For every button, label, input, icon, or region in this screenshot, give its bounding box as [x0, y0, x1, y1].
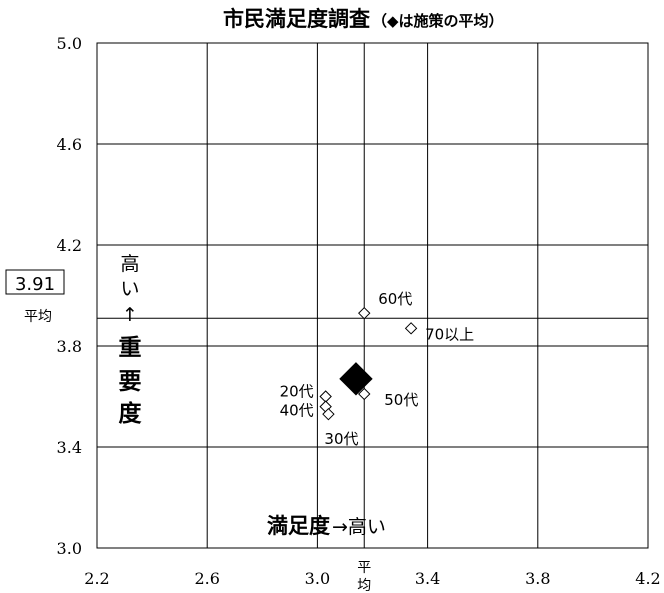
data-point-marker — [404, 322, 418, 335]
x-axis-tick-labels: 2.2 2.6 3.0 3.4 3.8 4.2 — [84, 569, 660, 588]
data-point-label: 30代 — [324, 430, 358, 448]
x-average-label: 平均 — [357, 560, 371, 593]
average-lines — [97, 43, 648, 548]
y-tick-label: 3.4 — [57, 438, 82, 457]
plot-area — [96, 42, 649, 549]
data-point-marker — [358, 387, 371, 401]
data-point-label: 60代 — [378, 290, 412, 308]
data-point-label: 40代 — [280, 402, 314, 420]
chart-title: 市民満足度調査 — [223, 7, 370, 31]
y-average-label: 平均 — [24, 309, 52, 325]
x-average-label-char: 均 — [357, 578, 371, 593]
x-annotation-bold: 満足度 — [267, 514, 330, 538]
y-tick-label: 5.0 — [57, 34, 82, 53]
x-tick-label: 3.4 — [415, 569, 440, 588]
x-tick-label: 4.2 — [635, 569, 660, 588]
y-annotation-char: 重 — [119, 335, 142, 361]
y-tick-label: 3.8 — [57, 337, 82, 356]
y-annotation-char: 要 — [119, 369, 142, 395]
data-point-marker — [358, 306, 371, 320]
y-axis-annotation: 高い ↑ 重要度 — [119, 253, 143, 427]
y-annotation-char: 度 — [119, 400, 143, 427]
x-axis-annotation: 満足度 →高い — [267, 514, 386, 538]
data-point-label: 70以上 — [425, 325, 474, 343]
x-tick-label: 3.0 — [305, 569, 330, 588]
average-point-marker — [339, 362, 373, 396]
y-average-value: 3.91 — [15, 274, 55, 295]
y-annotation-char: い — [120, 278, 139, 300]
x-average-label-char: 平 — [357, 560, 371, 576]
data-point-label: 50代 — [384, 391, 418, 409]
chart-subtitle: （◆は施策の平均） — [372, 12, 504, 30]
x-tick-label: 2.6 — [194, 569, 219, 588]
y-tick-label: 3.0 — [57, 539, 82, 558]
y-annotation-char: 高 — [120, 253, 139, 275]
y-axis-tick-labels: 5.0 4.6 4.2 3.8 3.4 3.0 — [57, 34, 82, 558]
y-average-box: 3.91 — [5, 269, 65, 295]
data-point-label: 20代 — [280, 383, 314, 401]
gridlines — [97, 43, 648, 548]
y-tick-label: 4.6 — [57, 135, 82, 154]
x-tick-label: 3.8 — [525, 569, 550, 588]
data-point-marker — [322, 407, 335, 421]
y-annotation-char: ↑ — [122, 304, 138, 326]
x-tick-label: 2.2 — [84, 569, 109, 588]
y-tick-label: 4.2 — [57, 236, 82, 255]
x-annotation-normal: →高い — [332, 516, 386, 538]
